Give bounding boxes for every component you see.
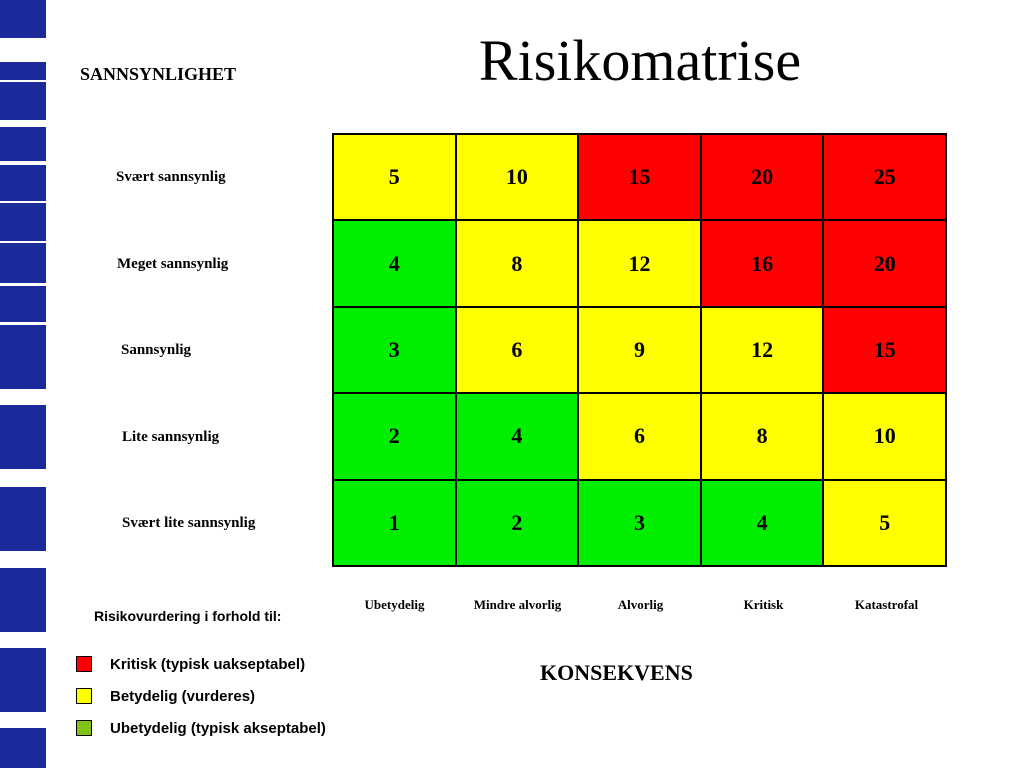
column-label: Kritisk <box>743 597 784 612</box>
left-decorative-bar <box>0 0 46 768</box>
matrix-cell: 6 <box>579 394 702 481</box>
matrix-cell: 12 <box>701 307 825 395</box>
legend-item-critical: Kritisk (typisk uakseptabel) <box>76 654 305 674</box>
matrix-cell: 3 <box>579 480 702 567</box>
bar-block <box>0 568 46 632</box>
bar-block <box>0 127 46 161</box>
matrix-cell: 12 <box>579 221 702 308</box>
matrix-cell: 5 <box>334 135 457 222</box>
row-label: Sannsynlig <box>121 342 192 358</box>
risk-matrix: 5 10 15 20 25 4 8 12 16 20 3 6 9 12 15 2 4 6 8 10 1 2 3 4 5 <box>332 133 947 567</box>
row-label: Lite sannsynlig <box>122 429 220 445</box>
matrix-cell: 6 <box>456 307 580 395</box>
column-label: Katastrofal <box>854 597 919 612</box>
matrix-cell: 4 <box>456 394 580 481</box>
bar-block <box>0 203 46 241</box>
red-swatch-icon <box>76 656 92 672</box>
matrix-cell: 20 <box>824 221 947 308</box>
yellow-swatch-icon <box>76 688 92 704</box>
page-title: Risikomatrise <box>478 28 802 93</box>
bar-block <box>0 648 46 712</box>
legend-label: Ubetydelig (typisk akseptabel) <box>110 719 326 737</box>
matrix-cell: 8 <box>456 221 580 308</box>
matrix-cell: 16 <box>701 221 825 308</box>
bar-block <box>0 487 46 551</box>
bar-block <box>0 243 46 283</box>
x-axis-title: KONSEKVENS <box>540 660 693 685</box>
legend-title: Risikovurdering i forhold til: <box>94 608 282 624</box>
green-swatch-icon <box>76 720 92 736</box>
matrix-cell: 10 <box>824 394 947 481</box>
bar-block <box>0 728 46 768</box>
legend-label: Betydelig (vurderes) <box>110 687 256 705</box>
matrix-cell: 15 <box>579 135 702 222</box>
bar-block <box>0 286 46 322</box>
bar-block <box>0 0 46 38</box>
matrix-cell: 10 <box>456 135 580 222</box>
matrix-cell: 5 <box>824 480 947 567</box>
legend-item-insignificant: Ubetydelig (typisk akseptabel) <box>76 718 326 738</box>
row-label: Svært sannsynlig <box>116 169 226 185</box>
matrix-cell: 20 <box>701 135 825 222</box>
bar-block <box>0 82 46 120</box>
column-label: Mindre alvorlig <box>473 597 562 612</box>
matrix-cell: 2 <box>456 480 580 567</box>
matrix-cell: 25 <box>824 135 947 222</box>
matrix-cell: 15 <box>824 307 947 395</box>
bar-block <box>0 325 46 389</box>
matrix-cell: 4 <box>334 221 457 308</box>
matrix-cell: 2 <box>334 394 457 481</box>
row-label: Svært lite sannsynlig <box>122 515 256 531</box>
matrix-cell: 9 <box>579 307 702 395</box>
matrix-cell: 3 <box>334 307 457 395</box>
matrix-cell: 8 <box>701 394 825 481</box>
matrix-cell: 4 <box>701 480 825 567</box>
matrix-cell: 1 <box>334 480 457 567</box>
bar-block <box>0 405 46 469</box>
column-label: Alvorlig <box>617 597 664 612</box>
legend-label: Kritisk (typisk uakseptabel) <box>110 655 306 673</box>
y-axis-title: SANNSYNLIGHET <box>80 64 237 84</box>
bar-block <box>0 165 46 201</box>
legend-item-significant: Betydelig (vurderes) <box>76 686 255 706</box>
bar-block <box>0 62 46 80</box>
row-label: Meget sannsynlig <box>117 256 229 272</box>
column-label: Ubetydelig <box>364 597 425 612</box>
